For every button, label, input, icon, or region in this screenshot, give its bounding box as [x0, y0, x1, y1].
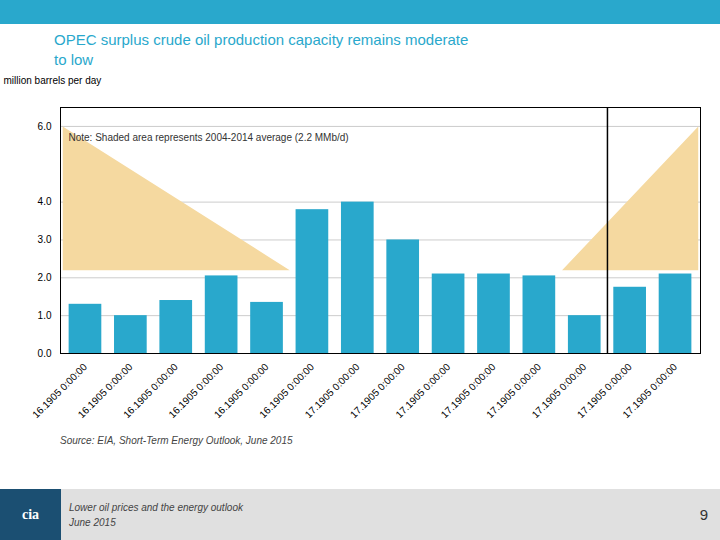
svg-text:17.1905 0:00:00: 17.1905 0:00:00	[393, 361, 453, 421]
svg-text:17.1905 0:00:00: 17.1905 0:00:00	[574, 361, 634, 421]
html-text:June 2015: June 2015	[69, 516, 116, 528]
html-text:9: 9	[699, 506, 708, 523]
svg-text:0.0: 0.0	[38, 348, 52, 359]
svg-text:6.0: 6.0	[38, 121, 52, 132]
svg-text:2.0: 2.0	[38, 272, 52, 283]
svg-text:16.1905 0:00:00: 16.1905 0:00:00	[166, 361, 226, 421]
svg-text:17.1905 0:00:00: 17.1905 0:00:00	[484, 361, 543, 421]
svg-text:17.1905 0:00:00: 17.1905 0:00:00	[438, 361, 498, 421]
html-text:Lower oil prices and the energ: Lower oil prices and the energy outlook	[69, 501, 243, 513]
svg-text:Note: Shaded area represents 2: Note: Shaded area represents 2004-2014 a…	[69, 132, 349, 143]
svg-text:16.1905 0:00:00: 16.1905 0:00:00	[257, 361, 317, 421]
svg-text:16.1905 0:00:00: 16.1905 0:00:00	[211, 361, 271, 421]
html-text:cia: cia	[21, 506, 39, 522]
html-text:OPEC surplus crude oil product: OPEC surplus crude oil production capaci…	[54, 31, 469, 68]
svg-text:17.1905 0:00:00: 17.1905 0:00:00	[620, 361, 679, 420]
svg-text:17.1905 0:00:00: 17.1905 0:00:00	[348, 361, 407, 421]
svg-text:16.1905 0:00:00: 16.1905 0:00:00	[121, 361, 180, 421]
svg-text:17.1905 0:00:00: 17.1905 0:00:00	[529, 361, 589, 421]
svg-text:1.0: 1.0	[38, 310, 52, 321]
svg-text:4.0: 4.0	[38, 196, 52, 207]
svg-text:17.1905 0:00:00: 17.1905 0:00:00	[302, 361, 362, 421]
html-text:Source: EIA, Short-Term Energy: Source: EIA, Short-Term Energy Outlook, …	[60, 435, 293, 446]
svg-text:16.1905 0:00:00: 16.1905 0:00:00	[75, 361, 135, 421]
svg-text:16.1905 0:00:00: 16.1905 0:00:00	[30, 361, 90, 421]
svg-text:million barrels per day: million barrels per day	[4, 75, 102, 86]
svg-text:3.0: 3.0	[38, 234, 52, 245]
